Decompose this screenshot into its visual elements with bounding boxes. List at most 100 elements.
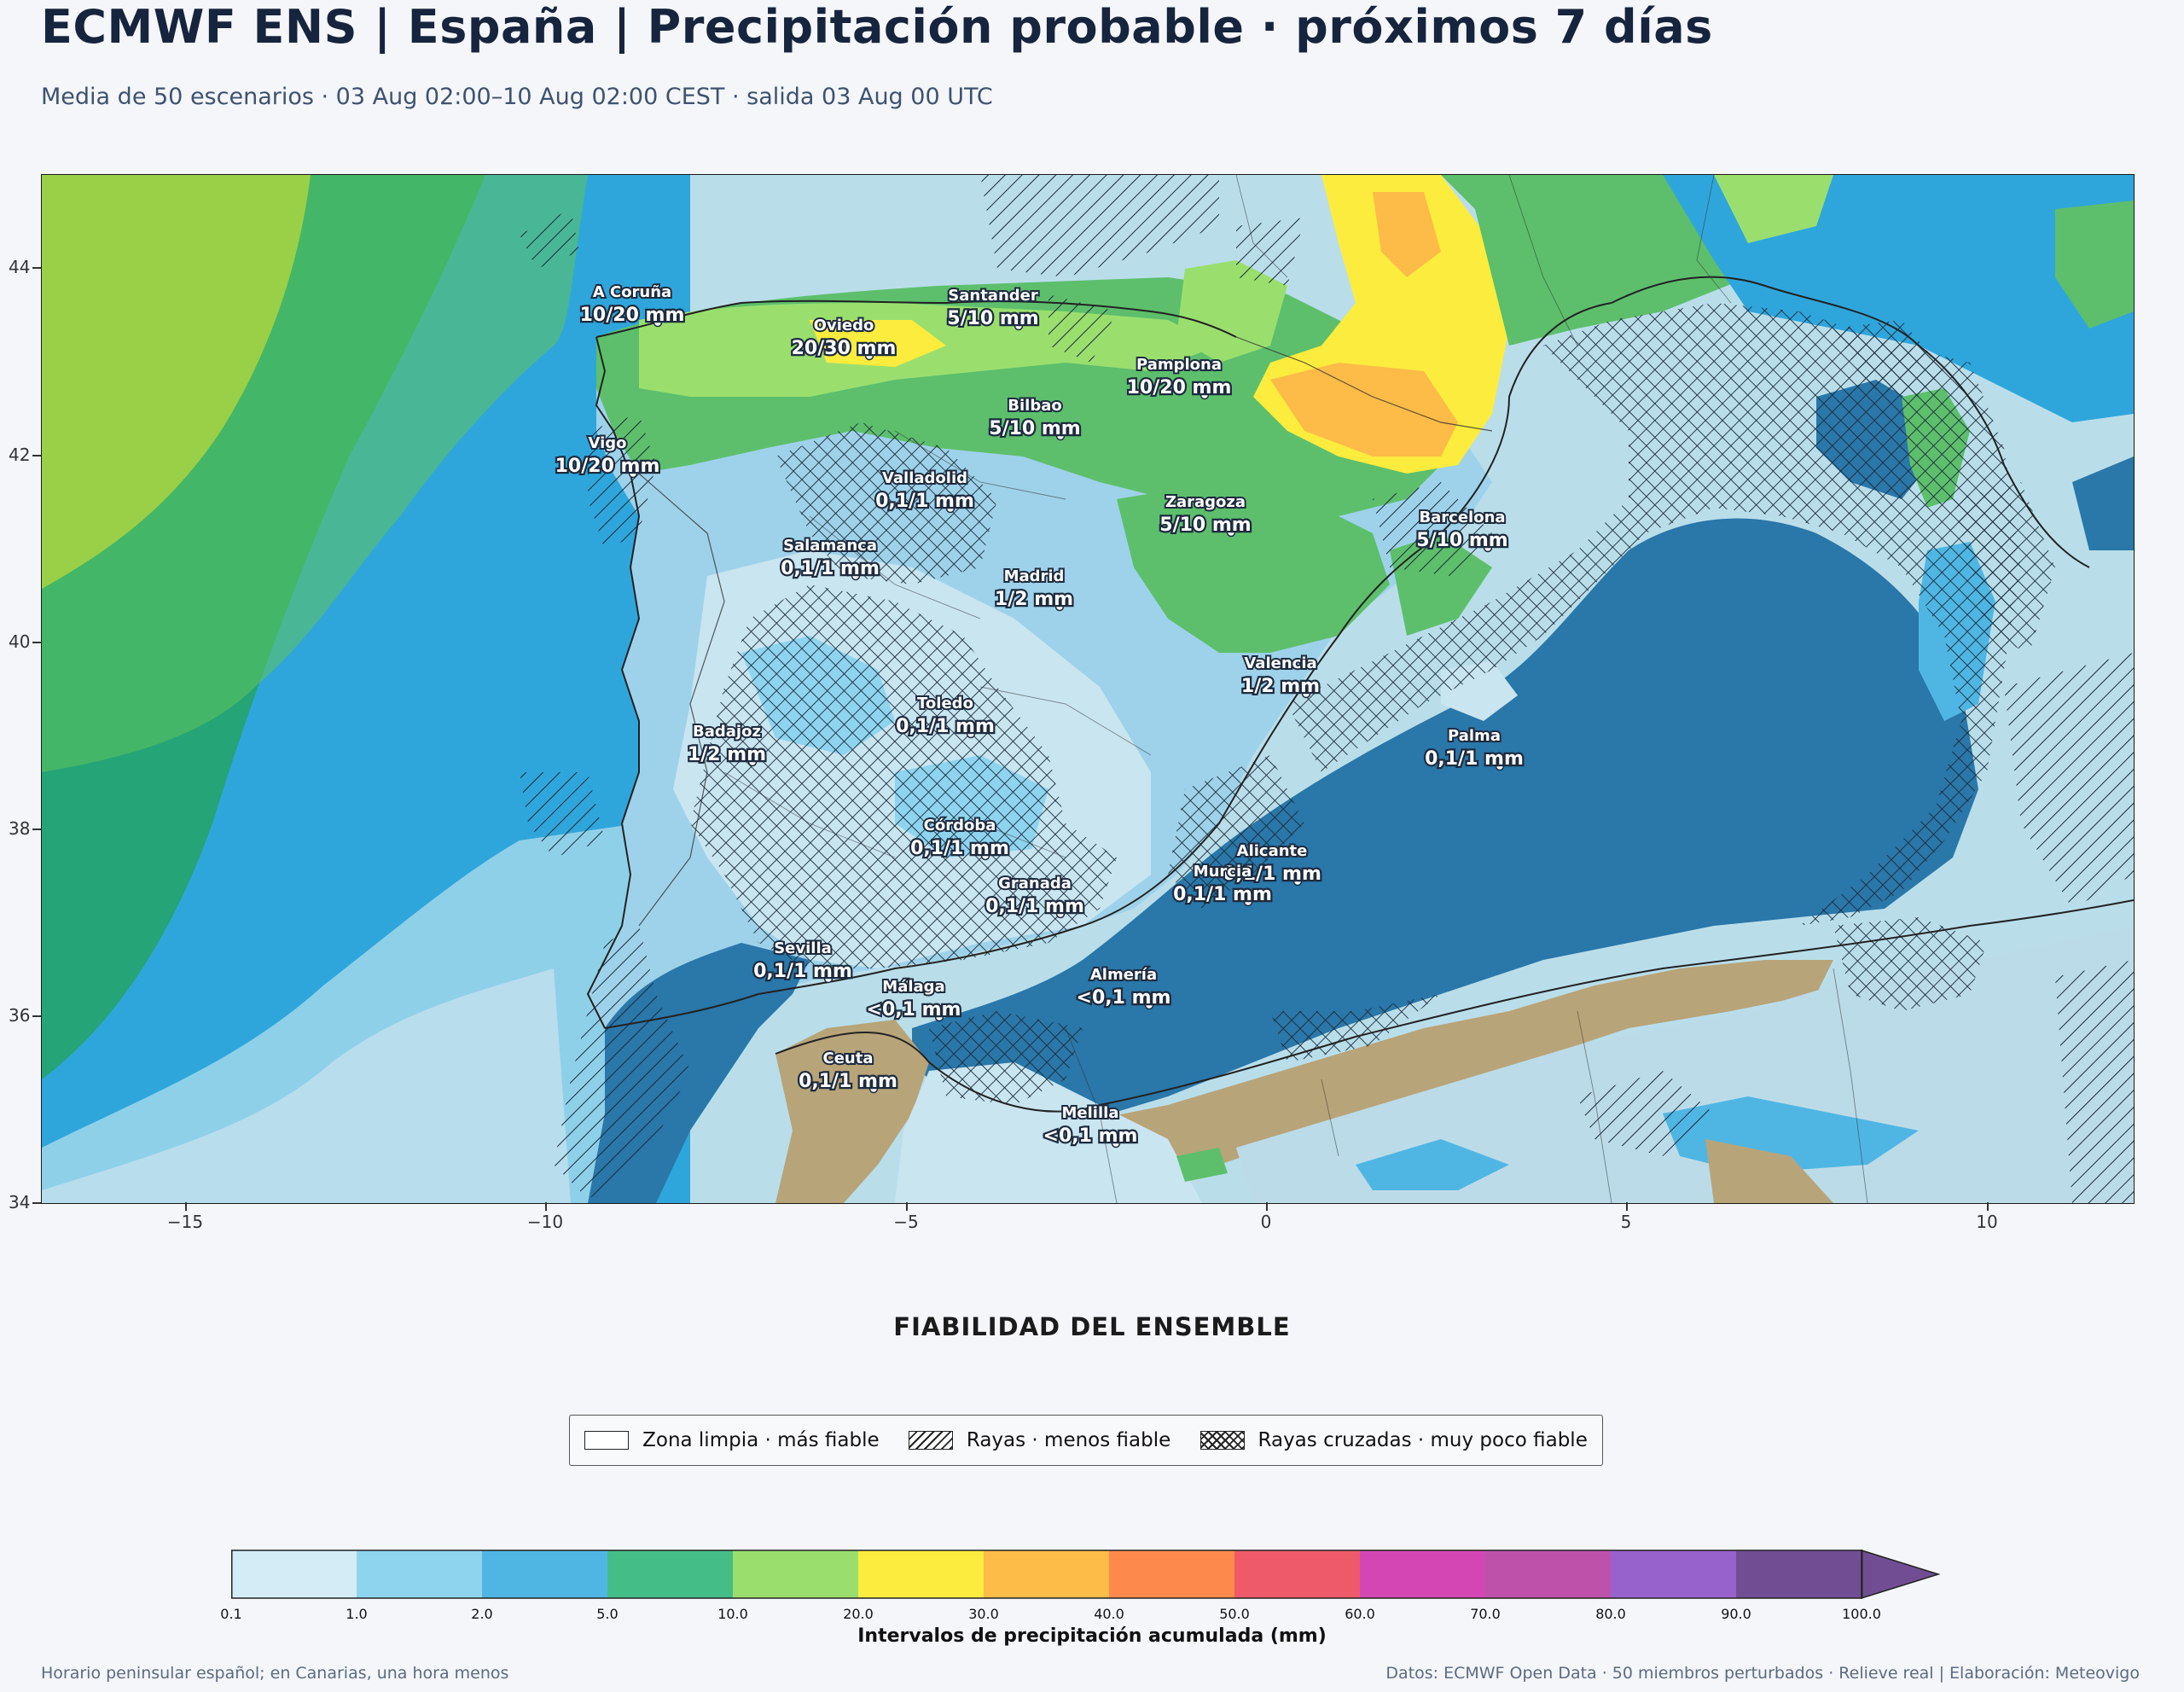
lon-tick-label: 0 [1260, 1212, 1272, 1232]
city-name-label: Ceuta [823, 1050, 874, 1067]
city-marker-icon [851, 571, 861, 581]
lat-tick-mark [32, 1202, 41, 1204]
cross-hatch-swatch-icon [1199, 1431, 1245, 1450]
city-precip-value: 0,1/1 mm [753, 961, 852, 982]
lat-tick-mark [32, 1015, 41, 1017]
colorbar-tick-label: 70.0 [1470, 1606, 1501, 1622]
city-name-label: Bilbao [1008, 397, 1061, 415]
city-precip-value: 5/10 mm [947, 308, 1038, 329]
colorbar-tick-label: 2.0 [471, 1606, 493, 1622]
colorbar-segment [1360, 1550, 1485, 1598]
city-marker-icon [1144, 1000, 1154, 1010]
city-precip-value: 0,1/1 mm [875, 491, 974, 512]
city-precip-value: 0,1/1 mm [781, 558, 880, 579]
page-subtitle: Media de 50 escenarios · 03 Aug 02:00–10… [41, 84, 993, 110]
footer-credits: Datos: ECMWF Open Data · 50 miembros per… [1385, 1664, 2140, 1683]
colorbar-segment [1611, 1550, 1736, 1598]
colorbar-tick-label: 50.0 [1219, 1606, 1250, 1622]
lon-tick-mark [1626, 1202, 1628, 1211]
city-marker-icon [1199, 390, 1210, 400]
reliability-title: FIABILIDAD DEL ENSEMBLE [893, 1312, 1291, 1341]
city-precip-value: 0,1/1 mm [896, 716, 995, 737]
city-precip-value: 0,1/1 mm [1223, 863, 1321, 885]
city-marker-icon [934, 1012, 944, 1022]
city-name-label: Sevilla [774, 939, 832, 957]
lon-tick-mark [545, 1202, 547, 1211]
city-marker-icon [747, 757, 758, 767]
legend-label-hatch: Rayas · menos fiable [966, 1429, 1171, 1451]
city-precip-value: <0,1 mm [1043, 1125, 1138, 1147]
colorbar-segment [607, 1550, 733, 1598]
city-precip-value: 0,1/1 mm [1425, 748, 1524, 770]
city-precip-value: 1/2 mm [995, 589, 1073, 610]
city-precip-value: 5/10 mm [989, 418, 1080, 439]
colorbar-tick-label: 5.0 [596, 1606, 619, 1622]
city-marker-icon [1014, 321, 1024, 331]
city-precip-value: <0,1 mm [867, 999, 961, 1020]
legend-item-cross: Rayas cruzadas · muy poco fiable [1199, 1429, 1588, 1451]
city-name-label: Santander [948, 287, 1038, 305]
lat-tick-label: 38 [9, 818, 31, 839]
colorbar-tick-label: 80.0 [1595, 1606, 1626, 1622]
city-marker-icon [864, 351, 874, 361]
lat-tick-mark [32, 267, 41, 269]
lon-tick-label: 5 [1620, 1212, 1632, 1232]
colorbar-segment [984, 1550, 1109, 1598]
colorbar-segment [1234, 1550, 1360, 1598]
city-name-label: A Coruña [593, 283, 671, 301]
city-precip-value: 1/2 mm [688, 744, 766, 765]
city-name-label: Valladolid [882, 469, 967, 487]
lon-tick-label: −5 [893, 1212, 919, 1232]
clean-swatch-icon [584, 1431, 630, 1450]
city-precip-value: 10/20 mm [555, 456, 660, 477]
city-marker-icon [966, 729, 976, 739]
colorbar-extend-arrow-icon [1861, 1549, 1941, 1600]
city-marker-icon [868, 1084, 879, 1094]
city-marker-icon [1495, 761, 1505, 771]
colorbar-tick-label: 1.0 [346, 1606, 368, 1622]
city-marker-icon [1483, 543, 1493, 553]
colorbar-tick-label: 30.0 [968, 1606, 999, 1622]
city-name-label: Barcelona [1419, 509, 1505, 526]
precipitation-map[interactable]: A Coruña 10/20 mm Oviedo 20/30 mm Santander 5… [41, 174, 2135, 1204]
colorbar-tick-label: 10.0 [717, 1606, 748, 1622]
city-name-label: Badajoz [693, 723, 761, 741]
lon-tick-mark [906, 1202, 908, 1211]
city-name-label: Melilla [1062, 1104, 1119, 1122]
city-marker-icon [1301, 689, 1311, 699]
city-name-label: Málaga [882, 978, 944, 996]
city-precip-value: 1/2 mm [1241, 676, 1320, 697]
city-precip-value: 20/30 mm [792, 338, 897, 359]
city-name-label: Vigo [588, 434, 626, 452]
city-marker-icon [980, 851, 990, 861]
colorbar-segment [357, 1550, 482, 1598]
colorbar-segment [231, 1550, 357, 1598]
city-name-label: Córdoba [924, 817, 996, 834]
city-precip-value: 0,1/1 mm [985, 896, 1084, 917]
lon-tick-mark [1266, 1202, 1268, 1211]
lon-tick-mark [185, 1202, 187, 1211]
colorbar-segment [858, 1550, 984, 1598]
colorbar-tick-label: 60.0 [1345, 1606, 1375, 1622]
city-name-label: Palma [1448, 727, 1501, 745]
city-precip-value: 10/20 mm [1127, 377, 1232, 398]
lat-tick-label: 34 [9, 1192, 31, 1212]
city-precip-value: 5/10 mm [1416, 530, 1507, 551]
colorbar-tick-label: 100.0 [1842, 1606, 1881, 1622]
city-name-label: Pamplona [1136, 356, 1222, 374]
lon-tick-mark [1987, 1202, 1989, 1211]
lat-tick-label: 36 [9, 1005, 31, 1026]
precipitation-colorbar [231, 1549, 1955, 1603]
city-marker-icon [823, 974, 834, 984]
city-marker-icon [1054, 602, 1065, 612]
colorbar-tick-label: 20.0 [843, 1606, 874, 1622]
city-marker-icon [1243, 897, 1253, 907]
lat-tick-mark [32, 455, 41, 456]
city-precip-value: 0,1/1 mm [910, 838, 1009, 859]
city-marker-icon [1292, 876, 1303, 887]
reliability-legend: Zona limpia · más fiable Rayas · menos f… [569, 1415, 1603, 1466]
lat-tick-label: 40 [9, 631, 31, 652]
lat-tick-label: 44 [9, 257, 31, 277]
city-precip-value: 10/20 mm [580, 305, 685, 326]
city-name-label: Almería [1090, 966, 1157, 984]
